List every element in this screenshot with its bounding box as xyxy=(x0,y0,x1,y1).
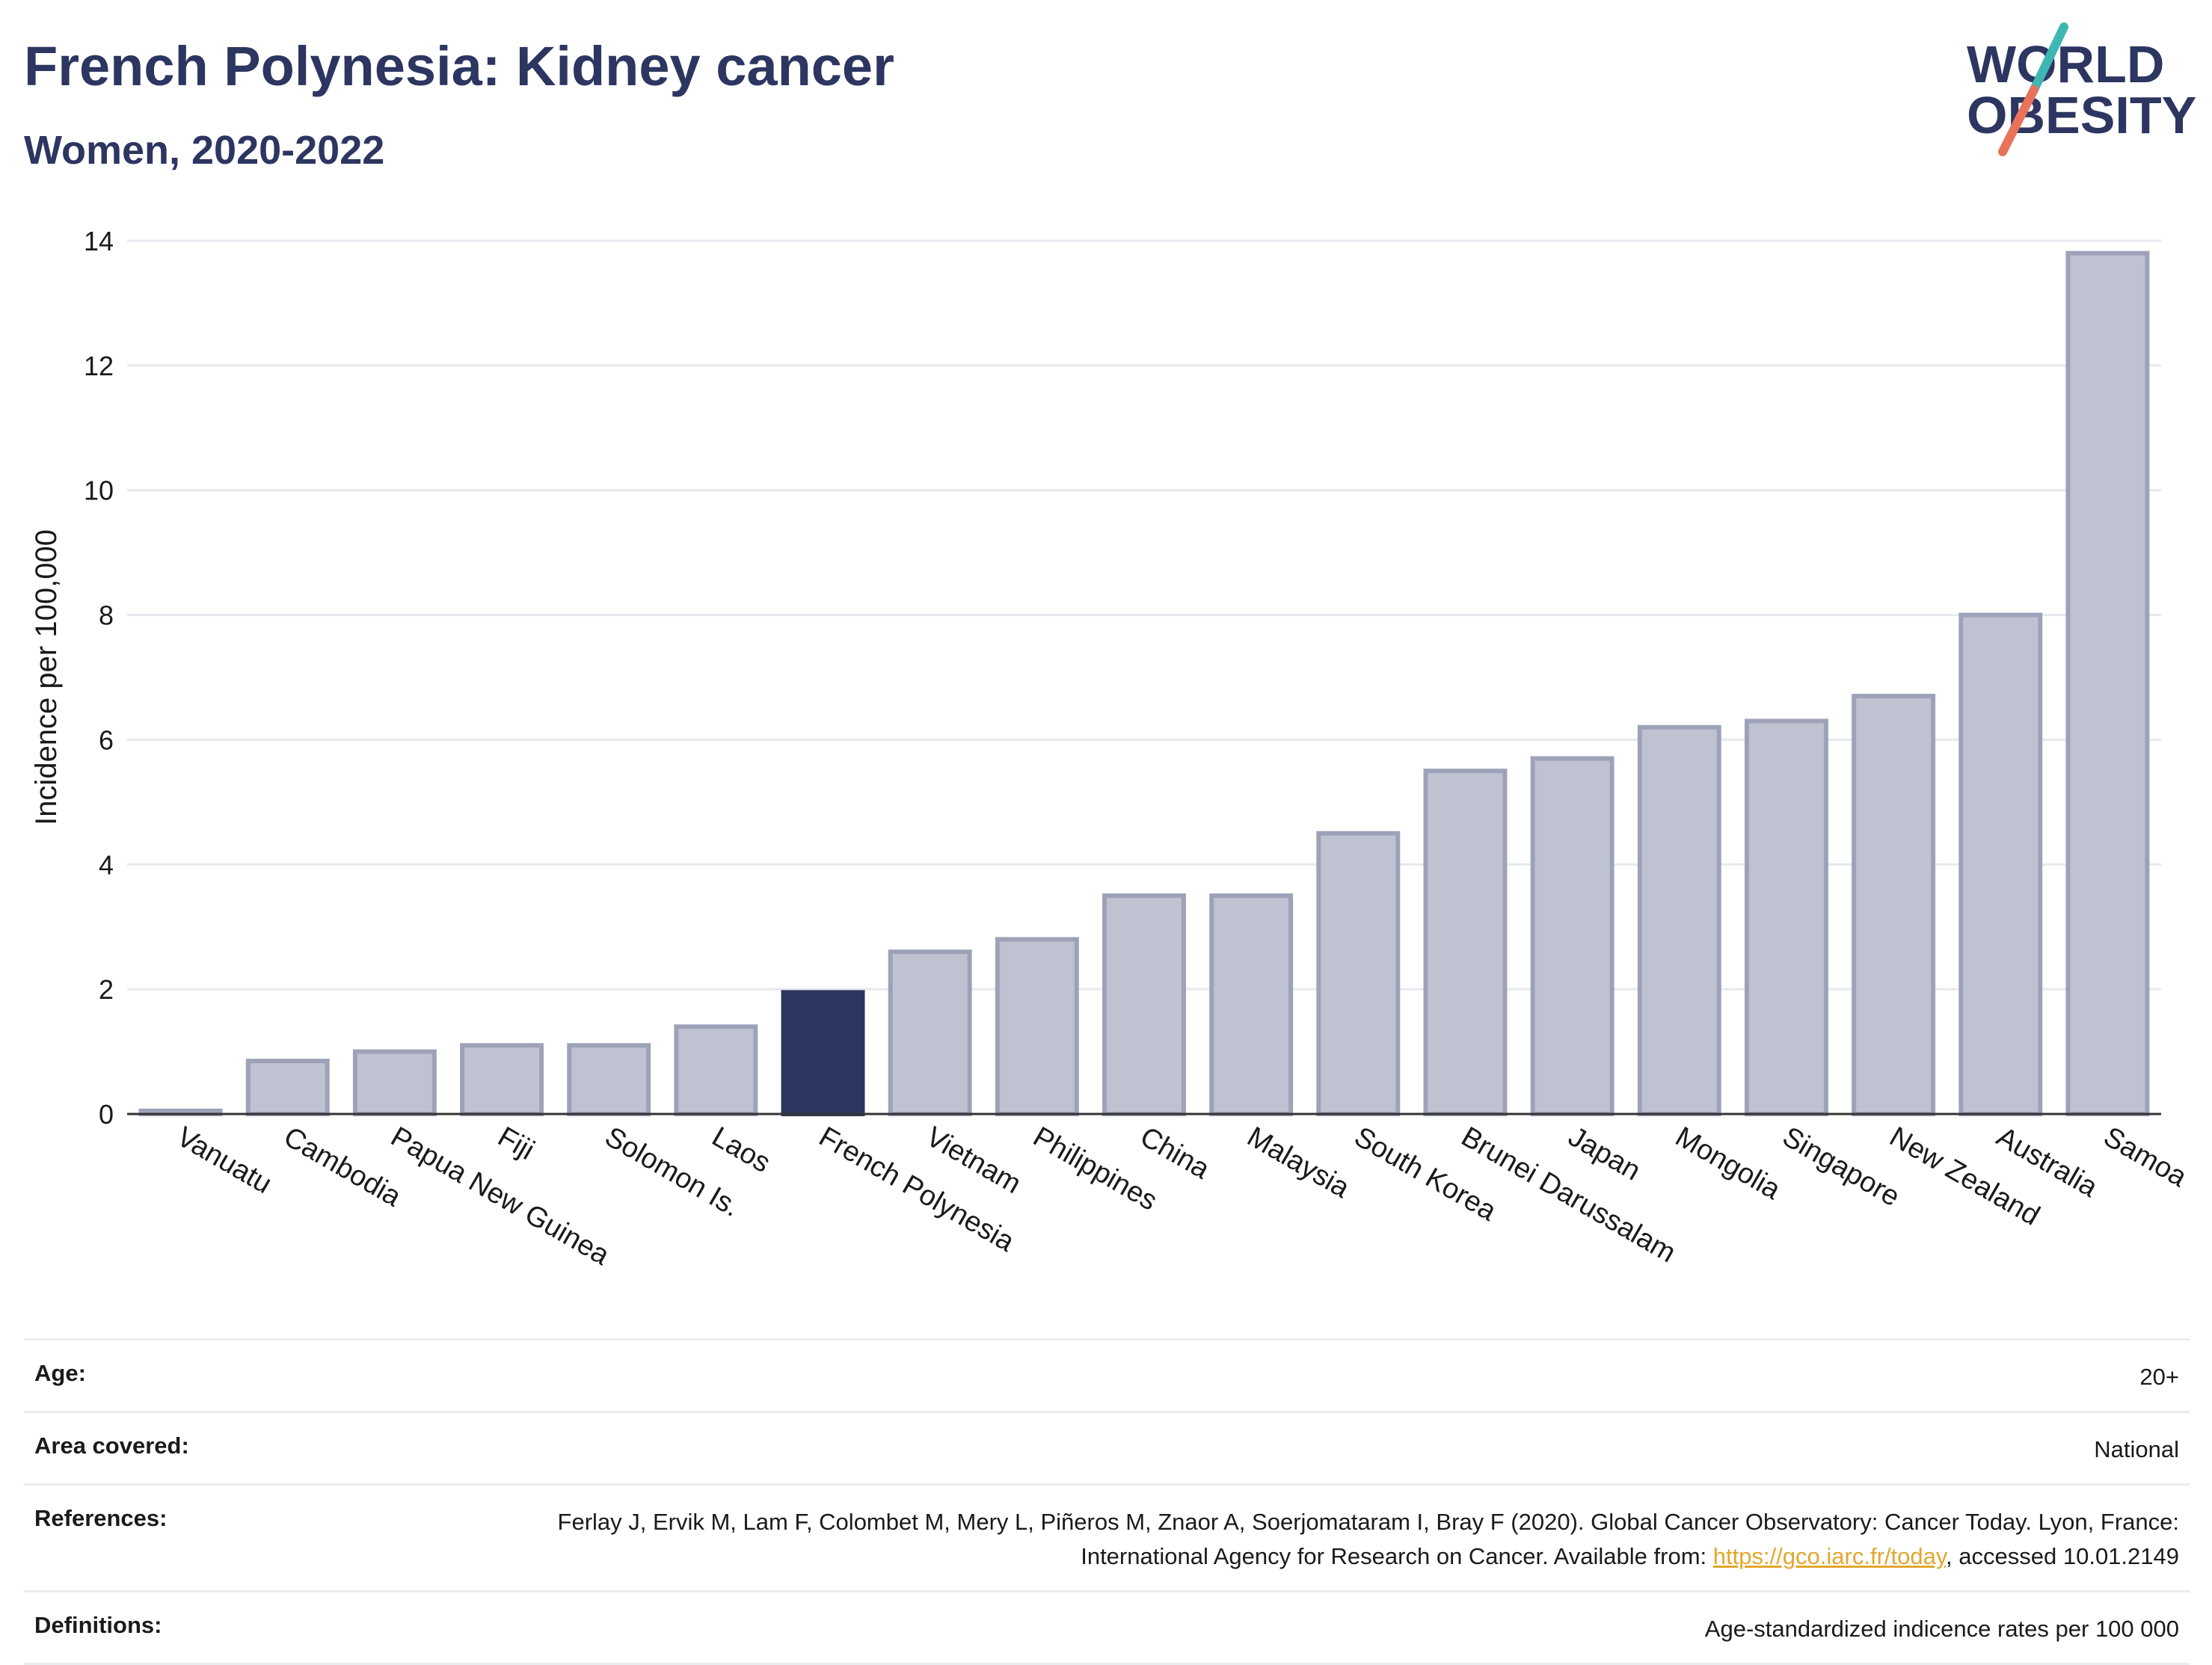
y-tick-label: 8 xyxy=(99,600,114,631)
footer-row-area: Area covered: National xyxy=(24,1411,2190,1483)
references-value: Ferlay J, Ervik M, Lam F, Colombet M, Me… xyxy=(459,1505,2179,1574)
x-tick-label: Mongolia xyxy=(1670,1121,1786,1206)
bar-new-zealand xyxy=(1852,694,1936,1116)
world-obesity-logo: WORLD OBESITY xyxy=(1967,22,2196,156)
bar-mongolia xyxy=(1637,724,1721,1116)
x-tick-label: French Polynesia xyxy=(814,1121,1020,1258)
y-tick-label: 12 xyxy=(84,351,114,381)
logo-slash-coral-icon xyxy=(1998,85,2039,156)
bar-vietnam xyxy=(888,950,972,1116)
chart-subtitle: Women, 2020-2022 xyxy=(24,128,385,173)
chart-title: French Polynesia: Kidney cancer xyxy=(24,35,894,97)
x-tick-label: China xyxy=(1135,1121,1216,1185)
bar-south-korea xyxy=(1316,831,1401,1116)
bar-china xyxy=(1102,893,1186,1116)
y-tick-label: 0 xyxy=(99,1099,114,1130)
references-text: Ferlay J, Ervik M, Lam F, Colombet M, Me… xyxy=(557,1509,2179,1569)
bar-papua-new-guinea xyxy=(352,1049,437,1116)
footer-row-age: Age: 20+ xyxy=(24,1338,2190,1411)
y-tick-label: 10 xyxy=(84,476,114,506)
x-tick-label: Malaysia xyxy=(1242,1121,1356,1204)
definitions-value: Age-standardized indicence rates per 100… xyxy=(1704,1616,2179,1642)
bar-laos xyxy=(674,1024,758,1116)
x-tick-label: Japan xyxy=(1563,1121,1646,1187)
y-tick-label: 6 xyxy=(99,724,114,755)
logo-line-world: WORLD xyxy=(1967,35,2164,93)
logo-line-obesity: OBESITY xyxy=(1967,86,2196,144)
age-label: Age: xyxy=(34,1360,86,1386)
x-tick-label: Laos xyxy=(707,1121,775,1179)
bar-solomon-is xyxy=(567,1043,651,1116)
footer-row-references: References: Ferlay J, Ervik M, Lam F, Co… xyxy=(24,1483,2190,1590)
grid-lines xyxy=(127,239,2161,991)
y-tick-labels: 0 2 4 6 8 10 12 14 xyxy=(84,226,114,1130)
definitions-label: Definitions: xyxy=(34,1612,162,1638)
bar-philippines xyxy=(995,937,1079,1117)
x-tick-label: Fiji xyxy=(493,1121,540,1166)
area-value: National xyxy=(2094,1436,2179,1462)
bar-fiji xyxy=(460,1043,544,1116)
bar-japan xyxy=(1530,756,1615,1116)
y-tick-label: 2 xyxy=(99,974,114,1005)
references-suffix: , accessed 10.01.2149 xyxy=(1946,1543,2179,1569)
bar-australia xyxy=(1958,612,2043,1116)
bar-cambodia xyxy=(245,1059,330,1116)
references-label: References: xyxy=(34,1505,168,1531)
bars xyxy=(138,250,2150,1117)
x-tick-label: Samoa xyxy=(2098,1121,2193,1193)
logo-slash-teal-icon xyxy=(2030,22,2068,94)
bar-malaysia xyxy=(1209,893,1294,1116)
x-tick-label: Vanuatu xyxy=(171,1121,277,1200)
y-tick-label: 4 xyxy=(99,849,114,880)
bar-french-polynesia xyxy=(781,990,865,1117)
bar-singapore xyxy=(1744,718,1828,1116)
y-axis-label: Incidence per 100,000 xyxy=(30,529,63,825)
metadata-footer: Age: 20+ Area covered: National Referenc… xyxy=(24,1338,2190,1665)
footer-row-definitions: Definitions: Age-standardized indicence … xyxy=(24,1590,2190,1665)
bar-brunei-darussalam xyxy=(1423,769,1508,1117)
x-tick-label: Singapore xyxy=(1777,1121,1905,1213)
area-label: Area covered: xyxy=(34,1432,189,1459)
y-tick-label: 14 xyxy=(84,226,114,256)
bar-samoa xyxy=(2065,250,2150,1117)
age-value: 20+ xyxy=(2139,1364,2179,1390)
references-link[interactable]: https://gco.iarc.fr/today xyxy=(1712,1543,1947,1569)
x-tick-label: Cambodia xyxy=(278,1121,407,1213)
